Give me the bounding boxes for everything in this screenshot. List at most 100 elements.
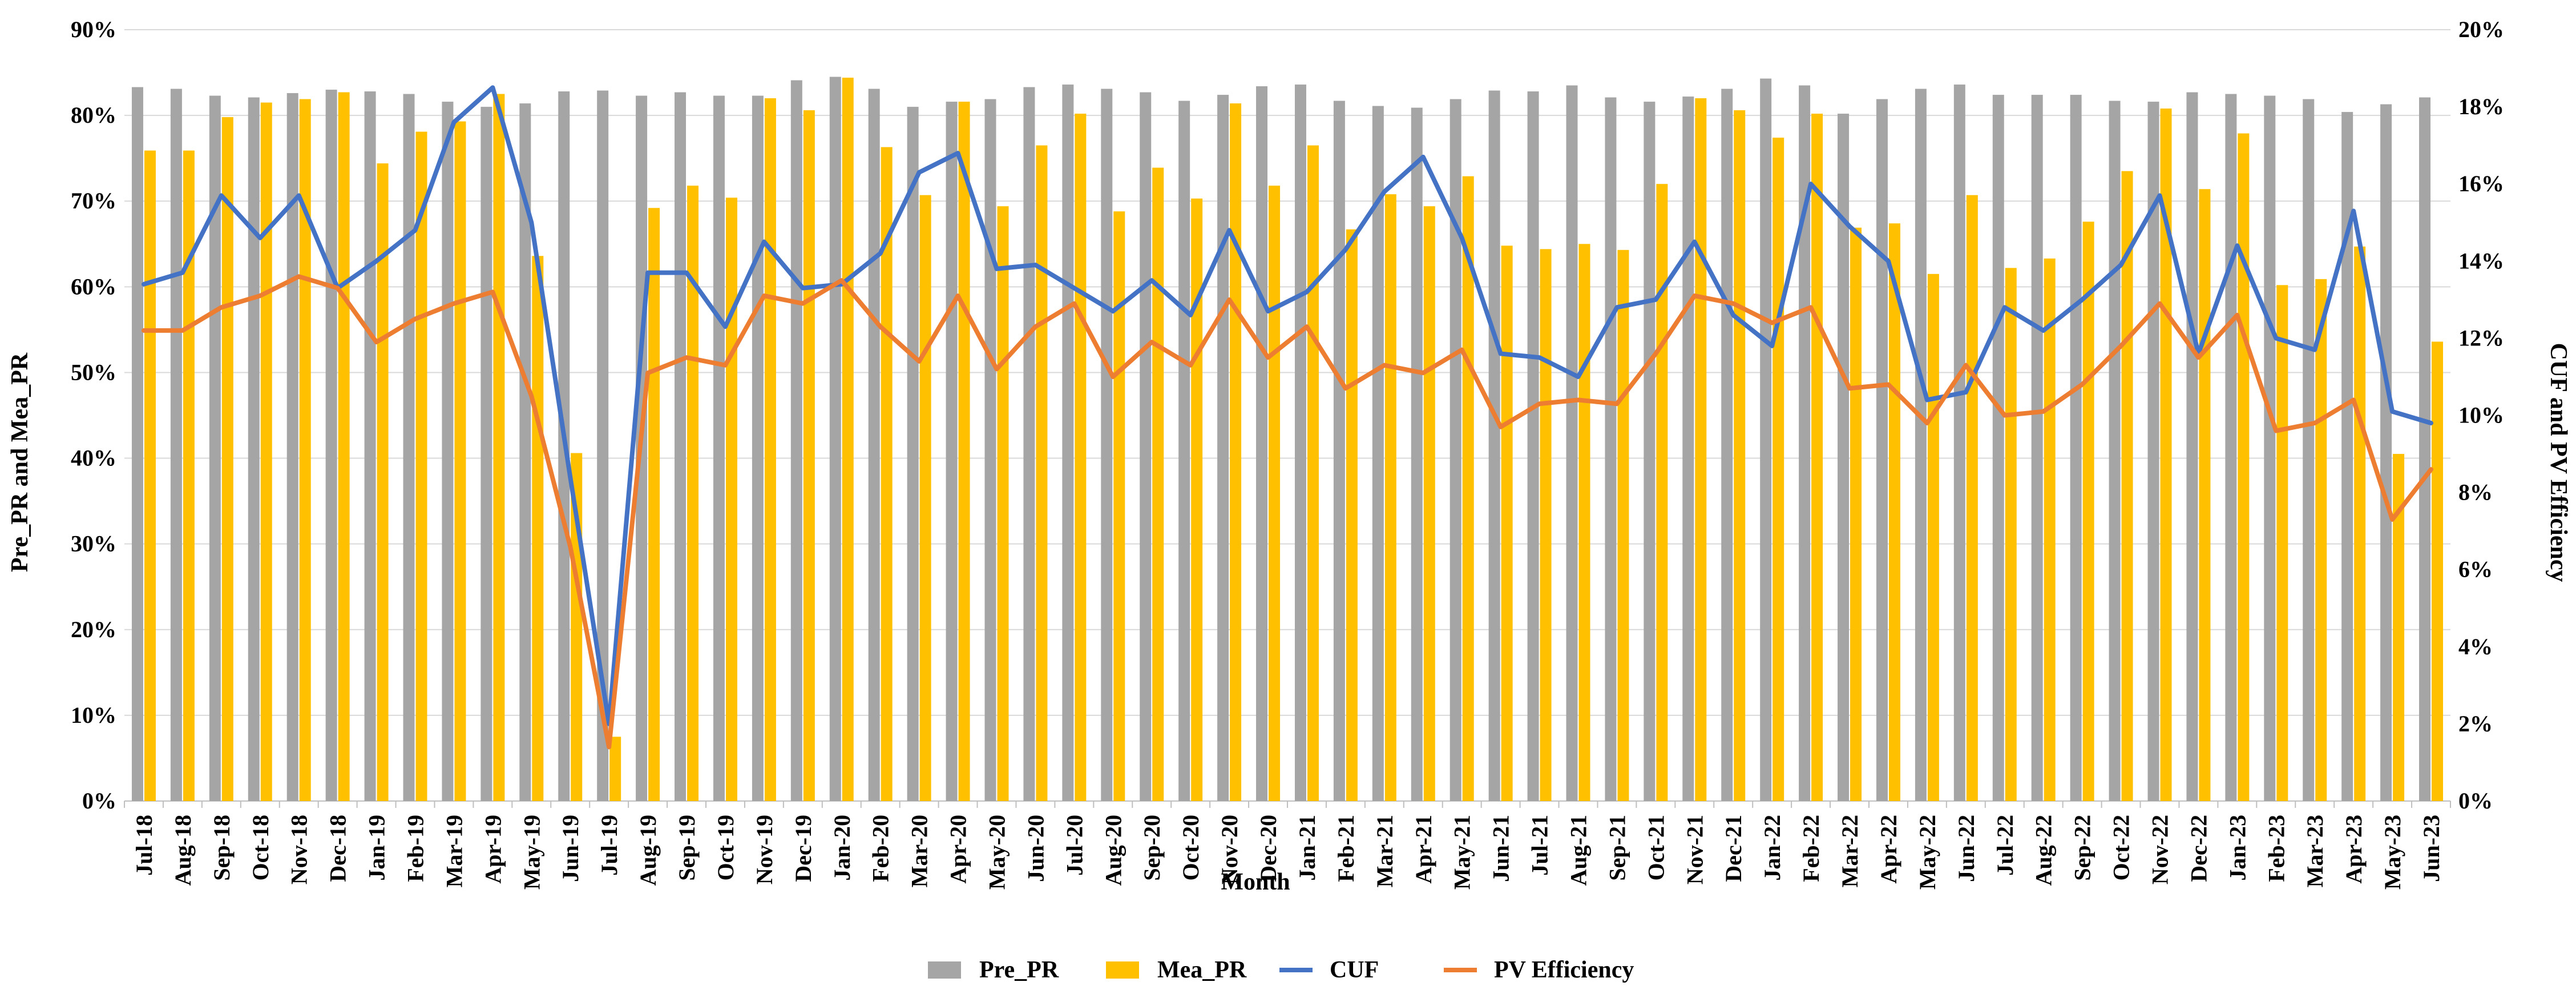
x-tick-label: Jun-23 (2418, 815, 2444, 882)
bar-pre-pr (597, 90, 609, 802)
x-tick-label: Sep-19 (674, 815, 700, 881)
bar-pre-pr (946, 102, 958, 801)
y-tick-label: 10% (71, 702, 116, 728)
x-tick-label: Feb-19 (403, 815, 429, 882)
bar-mea-pr (377, 163, 389, 801)
x-tick-label: May-21 (1449, 815, 1475, 890)
bar-mea-pr (2276, 285, 2288, 801)
bar-mea-pr (997, 206, 1009, 801)
bar-pre-pr (675, 92, 687, 802)
bar-mea-pr (260, 102, 272, 801)
x-tick-label: Jan-21 (1294, 815, 1320, 881)
x-tick-label: Apr-23 (2341, 815, 2367, 884)
x-tick-label: Feb-21 (1333, 815, 1359, 882)
bar-pre-pr (829, 77, 841, 801)
bar-pre-pr (1527, 91, 1539, 802)
bar-pre-pr (1411, 107, 1423, 802)
bar-mea-pr (2354, 246, 2366, 801)
x-tick-label: Aug-21 (1566, 815, 1592, 886)
bar-mea-pr (2393, 454, 2405, 801)
line-series (141, 85, 2434, 750)
x-tick-label: Mar-21 (1372, 815, 1398, 887)
bar-pre-pr (1566, 85, 1578, 801)
y-tick-label: 20% (71, 617, 116, 642)
bar-mea-pr (1540, 249, 1552, 802)
bar-pre-pr (519, 103, 531, 801)
legend-swatch-mea-pr (1106, 961, 1139, 979)
bar-pre-pr (1605, 97, 1617, 802)
bar-pre-pr (1682, 96, 1694, 801)
bar-mea-pr (1113, 211, 1125, 801)
x-tick-label: Jan-23 (2224, 815, 2250, 881)
bar-mea-pr (1269, 186, 1281, 802)
bar-pre-pr (286, 93, 298, 801)
x-tick-label: Apr-22 (1876, 815, 1901, 884)
bar-mea-pr (338, 92, 350, 802)
bar-mea-pr (1152, 167, 1164, 801)
y2-tick-label: 10% (2458, 403, 2504, 428)
x-tick-label: Mar-20 (907, 815, 932, 887)
x-tick-label: Apr-19 (480, 815, 506, 884)
x-tick-label: Dec-20 (1255, 815, 1281, 882)
bar-pre-pr (1256, 86, 1268, 801)
bar-mea-pr (1966, 195, 1978, 801)
bar-pre-pr (131, 87, 143, 801)
bar-mea-pr (725, 198, 737, 801)
bar-pre-pr (2186, 92, 2198, 802)
y2-tick-label: 0% (2458, 788, 2493, 814)
bar-pre-pr (790, 80, 802, 801)
bar-pre-pr (2264, 95, 2276, 801)
x-tick-label: Mar-23 (2302, 815, 2328, 887)
bar-pre-pr (1449, 99, 1461, 802)
x-axis-title: Month (1221, 869, 1290, 895)
y2-tick-label: 16% (2458, 171, 2504, 196)
x-tick-label: Aug-19 (635, 815, 661, 886)
bar-mea-pr (1346, 229, 1358, 801)
y2-axis-title: CUF and PV Efficiency (2545, 343, 2571, 582)
y-tick-label: 90% (71, 17, 116, 42)
x-tick-label: May-23 (2380, 815, 2405, 890)
bar-pre-pr (1178, 100, 1190, 801)
x-tick-label: Oct-21 (1643, 815, 1669, 881)
bar-mea-pr (1617, 250, 1629, 802)
bar-mea-pr (648, 208, 660, 802)
x-tick-label: Jun-19 (558, 815, 583, 882)
x-tick-label: Feb-20 (868, 815, 894, 882)
bar-pre-pr (170, 88, 182, 801)
bar-mea-pr (881, 147, 893, 801)
bar-pre-pr (2419, 97, 2431, 802)
x-tick-label: Sep-18 (209, 815, 235, 881)
bar-pre-pr (2380, 104, 2392, 801)
legend-label-pv-efficiency: PV Efficiency (1494, 957, 1634, 983)
bar-pre-pr (2109, 100, 2121, 801)
x-tick-label: Jul-21 (1527, 815, 1553, 876)
bar-mea-pr (221, 117, 233, 802)
bar-pre-pr (1488, 90, 1500, 802)
legend-swatch-pre-pr (928, 961, 961, 979)
x-tick-label: Jun-21 (1488, 815, 1514, 882)
x-tick-label: Jul-20 (1061, 815, 1087, 876)
x-tick-label: Jan-19 (364, 815, 390, 881)
x-tick-label: Sep-22 (2070, 815, 2095, 881)
legend-label-pre-pr: Pre_PR (979, 957, 1059, 983)
bar-mea-pr (803, 110, 815, 801)
y2-tick-label: 6% (2458, 557, 2493, 582)
x-tick-label: Mar-22 (1837, 815, 1863, 887)
bar-pre-pr (2070, 95, 2082, 801)
x-tick-label: May-20 (984, 815, 1010, 890)
x-axis-ticks: Jul-18 Aug-18 Sep-18 Oct-18 Nov-18 Dec-18 Jan-… (131, 815, 2444, 890)
bar-pre-pr (2147, 102, 2159, 801)
bar-pre-pr (325, 90, 337, 802)
bar-pre-pr (1876, 99, 1888, 802)
bar-pre-pr (2225, 94, 2237, 801)
bar-pre-pr (1838, 114, 1850, 801)
line-cuf (141, 85, 2434, 726)
y2-tick-label: 2% (2458, 711, 2493, 737)
y-tick-label: 30% (71, 531, 116, 557)
bars (131, 77, 2444, 802)
legend: Pre_PR Mea_PR CUF PV Efficiency (928, 957, 1634, 983)
bar-mea-pr (1850, 227, 1862, 801)
bar-mea-pr (1307, 145, 1319, 801)
y-tick-label: 50% (71, 359, 116, 385)
